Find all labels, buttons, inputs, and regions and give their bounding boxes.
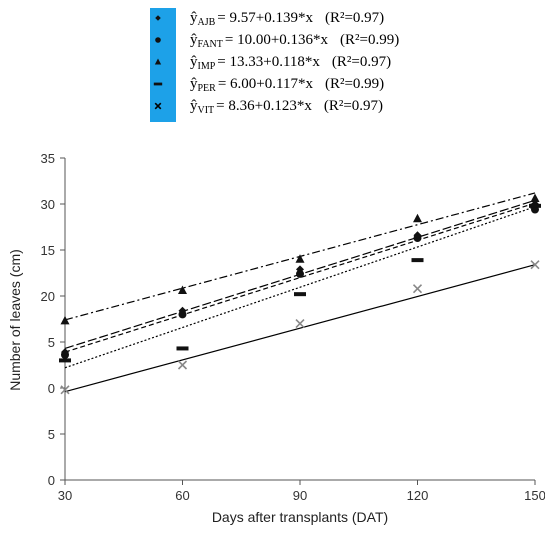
y-tick-label: 15 xyxy=(41,243,55,258)
legend-equation: = 6.00+0.117*x xyxy=(218,76,314,92)
legend-name: AJB xyxy=(198,17,216,28)
x-tick-label: 150 xyxy=(524,488,545,503)
legend-label: ŷPER = 6.00+0.117*x (R²=0.99) xyxy=(190,76,384,94)
point xyxy=(178,310,187,319)
point xyxy=(154,58,162,65)
point xyxy=(155,15,161,21)
legend-label: ŷVIT = 8.36+0.123*x (R²=0.97) xyxy=(190,98,383,116)
y-tick-label: 20 xyxy=(41,289,55,304)
point xyxy=(294,292,306,297)
legend-name: PER xyxy=(198,83,217,94)
legend-symbol: ŷ xyxy=(190,32,198,48)
point xyxy=(177,360,188,370)
point xyxy=(295,319,305,329)
point xyxy=(296,269,304,278)
point xyxy=(530,193,540,202)
trend-line xyxy=(64,202,536,353)
point xyxy=(155,37,161,43)
y-tick-label: 5 xyxy=(48,335,55,350)
point xyxy=(529,203,541,208)
trend-line xyxy=(64,206,536,369)
legend-label: ŷFANT = 10.00+0.136*x (R²=0.99) xyxy=(190,32,399,50)
point xyxy=(154,102,162,110)
point xyxy=(153,82,163,86)
y-tick-label: 0 xyxy=(48,381,55,396)
legend-equation: = 13.33+0.118*x xyxy=(217,54,320,70)
point xyxy=(411,258,424,263)
legend-r2: (R²=0.99) xyxy=(340,32,399,48)
point xyxy=(413,234,422,243)
legend-name: FANT xyxy=(198,39,223,50)
legend-r2: (R²=0.97) xyxy=(332,54,391,70)
legend-label: ŷAJB = 9.57+0.139*x (R²=0.97) xyxy=(190,10,384,28)
legend-symbol: ŷ xyxy=(190,54,198,70)
legend-equation: = 8.36+0.123*x xyxy=(216,98,312,114)
point xyxy=(178,285,187,294)
x-tick-label: 30 xyxy=(58,488,72,503)
point xyxy=(295,254,305,263)
point xyxy=(176,346,189,351)
point xyxy=(413,213,422,223)
legend-equation: = 10.00+0.136*x xyxy=(225,32,329,48)
legend-strip xyxy=(150,8,176,122)
y-tick-label: 0 xyxy=(48,473,55,488)
legend-symbol: ŷ xyxy=(190,76,198,92)
y-tick-label: 30 xyxy=(41,197,55,212)
x-tick-label: 120 xyxy=(407,488,429,503)
x-axis-title: Days after transplants (DAT) xyxy=(212,509,388,525)
legend-symbol: ŷ xyxy=(190,98,198,114)
y-tick-label: 5 xyxy=(48,427,55,442)
legend-equation: = 9.57+0.139*x xyxy=(217,10,313,26)
legend-name: VIT xyxy=(198,105,215,116)
y-tick-label: 35 xyxy=(41,151,55,166)
legend-r2: (R²=0.97) xyxy=(324,98,383,114)
point xyxy=(412,284,423,294)
legend-name: IMP xyxy=(198,61,216,72)
point xyxy=(59,358,71,363)
legend-r2: (R²=0.99) xyxy=(325,76,384,92)
point xyxy=(60,385,70,395)
point xyxy=(61,350,69,359)
x-tick-label: 90 xyxy=(293,488,307,503)
point xyxy=(530,260,540,270)
point xyxy=(60,315,70,325)
legend-symbol: ŷ xyxy=(190,10,198,26)
legend-r2: (R²=0.97) xyxy=(325,10,384,26)
x-tick-label: 60 xyxy=(175,488,189,503)
legend-label: ŷIMP = 13.33+0.118*x (R²=0.97) xyxy=(190,54,391,72)
trend-line xyxy=(64,264,536,393)
y-axis-title: Number of leaves (cm) xyxy=(7,249,23,391)
